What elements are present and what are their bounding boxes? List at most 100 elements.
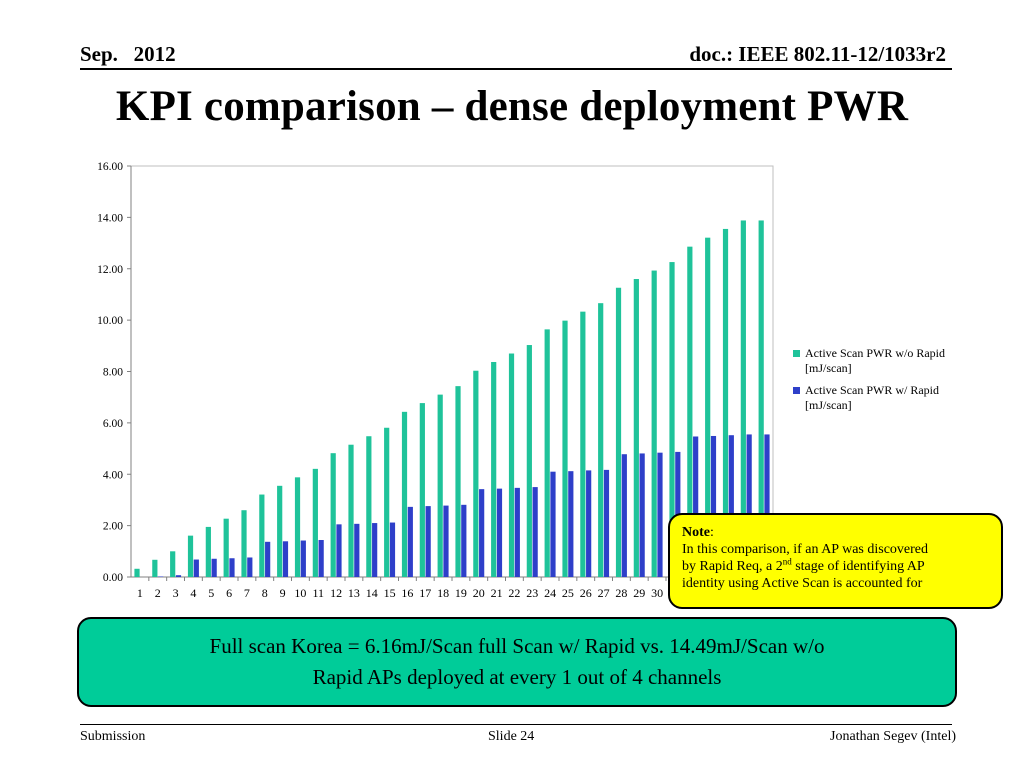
bar xyxy=(496,488,503,577)
bar xyxy=(425,506,431,577)
bar xyxy=(710,435,717,577)
bar xyxy=(211,558,217,577)
slide-title: KPI comparison – dense deployment PWR xyxy=(115,83,909,130)
chart-legend: Active Scan PWR w/o Rapid [mJ/scan] Acti… xyxy=(793,346,953,420)
y-tick-label: 16.00 xyxy=(97,161,123,173)
x-tick-label: 20 xyxy=(473,586,485,600)
bar xyxy=(532,487,538,577)
legend-label-without-rapid: Active Scan PWR w/o Rapid [mJ/scan] xyxy=(805,346,945,375)
y-tick-label: 4.00 xyxy=(103,469,123,481)
y-tick-label: 6.00 xyxy=(103,418,123,430)
bar xyxy=(491,361,497,577)
bar xyxy=(419,403,425,577)
bar xyxy=(568,471,574,577)
bar xyxy=(633,279,639,577)
footer-author: Jonathan Segev (Intel) xyxy=(830,729,956,744)
bar xyxy=(354,523,360,577)
legend-swatch-with-rapid xyxy=(793,387,800,394)
bar xyxy=(657,452,663,577)
bar xyxy=(651,270,657,577)
x-tick-label: 2 xyxy=(155,586,161,600)
note-heading: Note: xyxy=(682,524,993,541)
x-tick-label: 29 xyxy=(633,586,645,600)
x-tick-label: 5 xyxy=(208,586,214,600)
x-tick-label: 14 xyxy=(366,586,378,600)
header-doc-id: doc.: IEEE 802.11-12/1033r2 xyxy=(689,42,946,66)
bar xyxy=(205,526,211,577)
bar xyxy=(722,228,729,577)
bar xyxy=(187,535,194,577)
bar xyxy=(514,487,520,577)
legend-swatch-without-rapid xyxy=(793,350,800,357)
bar xyxy=(526,345,532,577)
bar xyxy=(318,540,324,577)
bar xyxy=(758,220,764,577)
x-tick-label: 19 xyxy=(455,586,467,600)
header-date: Sep. 2012 xyxy=(80,42,176,66)
note-line-2-pre: by Rapid Req, a 2 xyxy=(682,559,783,574)
bar xyxy=(229,558,235,577)
bar xyxy=(223,518,229,577)
x-tick-label: 27 xyxy=(598,586,610,600)
x-tick-label: 28 xyxy=(615,586,627,600)
x-tick-label: 22 xyxy=(508,586,520,600)
note-line-2-sup: nd xyxy=(782,556,792,567)
y-tick-label: 12.00 xyxy=(97,264,123,276)
bar xyxy=(598,303,604,577)
summary-line-1: Full scan Korea = 6.16mJ/Scan full Scan … xyxy=(209,634,825,658)
x-tick-label: 12 xyxy=(330,586,342,600)
legend-item-without-rapid: Active Scan PWR w/o Rapid [mJ/scan] xyxy=(793,346,953,376)
x-tick-label: 24 xyxy=(544,586,556,600)
bar xyxy=(312,468,318,577)
bar xyxy=(621,454,627,577)
bar xyxy=(550,471,556,577)
bar xyxy=(330,453,336,577)
header-divider xyxy=(80,68,952,70)
bar xyxy=(586,470,592,577)
note-callout: Note: In this comparison, if an AP was d… xyxy=(668,513,1003,609)
x-tick-label: 3 xyxy=(173,586,179,600)
bar xyxy=(437,394,443,577)
bar xyxy=(300,540,306,577)
bar xyxy=(705,237,711,577)
bar xyxy=(455,386,461,577)
note-line-2-post: stage of identifying AP xyxy=(791,559,925,574)
bar xyxy=(479,489,485,577)
x-tick-label: 21 xyxy=(491,586,503,600)
bar xyxy=(175,575,182,577)
bar xyxy=(544,329,550,577)
x-tick-label: 26 xyxy=(580,586,592,600)
bar xyxy=(461,504,467,577)
x-tick-label: 7 xyxy=(244,586,250,600)
footer-divider xyxy=(80,724,952,725)
bar xyxy=(693,436,699,577)
bar xyxy=(687,246,693,577)
bar xyxy=(294,477,301,577)
y-tick-label: 8.00 xyxy=(103,367,123,379)
bar xyxy=(443,505,449,577)
x-tick-label: 8 xyxy=(262,586,268,600)
footer-submission: Submission xyxy=(80,729,146,744)
bar xyxy=(265,541,271,577)
note-title: Note xyxy=(682,525,710,540)
bar xyxy=(366,436,372,577)
bar xyxy=(134,568,140,577)
note-colon: : xyxy=(710,525,714,540)
bar xyxy=(603,469,610,577)
bar xyxy=(764,434,770,577)
legend-item-with-rapid: Active Scan PWR w/ Rapid [mJ/scan] xyxy=(793,383,953,413)
bar xyxy=(639,453,645,577)
x-tick-label: 10 xyxy=(294,586,306,600)
y-tick-label: 14.00 xyxy=(97,212,123,224)
bar xyxy=(247,557,253,577)
x-tick-label: 18 xyxy=(437,586,449,600)
x-tick-label: 23 xyxy=(526,586,538,600)
bar xyxy=(170,551,176,577)
chart-bars xyxy=(134,220,770,577)
legend-label-with-rapid: Active Scan PWR w/ Rapid [mJ/scan] xyxy=(805,383,939,412)
y-tick-label: 2.00 xyxy=(103,521,123,533)
y-tick-label: 0.00 xyxy=(103,572,123,584)
x-tick-label: 17 xyxy=(419,586,431,600)
bar xyxy=(562,320,568,577)
x-tick-label: 4 xyxy=(190,586,196,600)
